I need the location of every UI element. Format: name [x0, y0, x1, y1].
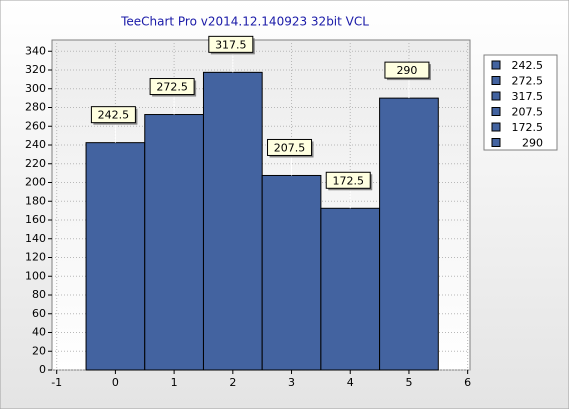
legend-swatch	[491, 91, 501, 101]
data-label: 317.5	[215, 38, 247, 51]
bar	[85, 142, 146, 371]
y-tick-label: 20	[32, 344, 46, 357]
bar	[144, 114, 204, 371]
label-box	[384, 61, 430, 79]
bar	[202, 71, 263, 371]
data-label: 207.5	[274, 141, 306, 154]
data-label: 290	[396, 64, 417, 77]
y-tick-label: 340	[25, 44, 46, 57]
x-tick-label: 3	[288, 376, 295, 389]
y-tick-label: 280	[25, 101, 46, 114]
legend-swatch	[491, 76, 501, 85]
x-tick-label: 0	[112, 376, 119, 389]
y-tick-label: 320	[25, 63, 46, 76]
legend	[483, 54, 558, 151]
bar	[379, 97, 439, 371]
label-box	[90, 106, 136, 124]
y-tick-label: 200	[25, 176, 46, 189]
x-tick-label: 4	[347, 376, 354, 389]
label-box	[208, 35, 254, 53]
legend-label: 272.5	[512, 75, 544, 88]
label-box	[149, 78, 195, 96]
x-tick-label: 6	[464, 376, 471, 389]
legend-swatch	[491, 138, 501, 147]
y-tick-label: 80	[32, 288, 46, 301]
legend-swatch	[491, 60, 501, 70]
y-tick-label: 180	[25, 194, 46, 207]
label-box	[325, 171, 371, 189]
y-tick-label: 60	[32, 307, 46, 320]
legend-label: 172.5	[512, 121, 544, 134]
chart-title: TeeChart Pro v2014.12.140923 32bit VCL	[120, 15, 369, 29]
x-tick-label: 2	[229, 376, 236, 389]
y-tick-label: 300	[25, 82, 46, 95]
y-tick-label: 0	[39, 363, 46, 376]
y-tick-label: 160	[25, 213, 46, 226]
label-box	[267, 138, 313, 156]
legend-label: 317.5	[512, 90, 544, 103]
data-label: 172.5	[332, 174, 364, 187]
y-tick-label: 140	[25, 232, 46, 245]
legend-label: 242.5	[512, 59, 544, 72]
y-tick-label: 100	[25, 269, 46, 282]
bar	[261, 174, 322, 371]
data-label: 272.5	[156, 81, 188, 94]
legend-label: 290	[522, 137, 543, 150]
data-label: 242.5	[98, 109, 130, 122]
y-tick-label: 40	[32, 326, 46, 339]
y-tick-label: 120	[25, 251, 46, 264]
legend-label: 207.5	[512, 106, 544, 119]
legend-swatch	[491, 107, 501, 116]
x-tick-label: -1	[51, 376, 62, 389]
x-tick-label: 1	[171, 376, 178, 389]
bar	[320, 207, 381, 371]
y-tick-label: 240	[25, 138, 46, 151]
x-tick-label: 5	[405, 376, 412, 389]
y-tick-label: 220	[25, 157, 46, 170]
legend-swatch	[491, 122, 501, 132]
y-tick-label: 260	[25, 119, 46, 132]
